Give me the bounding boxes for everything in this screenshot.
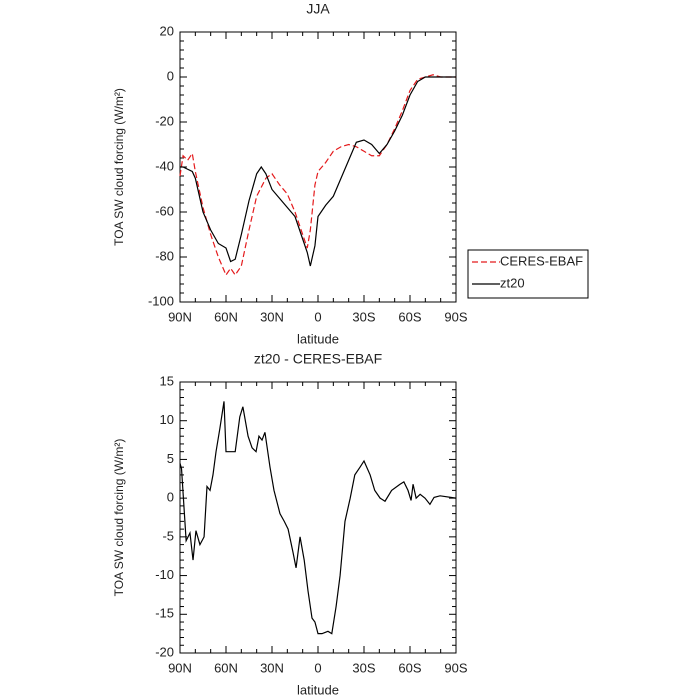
y-tick-label: -20 bbox=[155, 644, 174, 659]
series-line bbox=[179, 74, 456, 277]
x-tick-label: 90S bbox=[444, 660, 467, 675]
y-tick-label: -100 bbox=[148, 293, 174, 308]
legend-box bbox=[467, 249, 589, 299]
x-tick-label: 30N bbox=[260, 309, 284, 324]
legend-label: CERES-EBAF bbox=[500, 253, 583, 268]
plot-frame bbox=[179, 31, 457, 303]
y-tick-label: 10 bbox=[160, 412, 174, 427]
x-tick-label: 90N bbox=[168, 660, 192, 675]
x-tick-label: 60N bbox=[214, 309, 238, 324]
chart-title: zt20 - CERES-EBAF bbox=[254, 351, 382, 367]
y-axis-label: TOA SW cloud forcing (W/m²) bbox=[112, 88, 126, 246]
series-line bbox=[180, 76, 456, 267]
x-tick-label: 60N bbox=[214, 660, 238, 675]
x-tick-label: 90N bbox=[168, 309, 192, 324]
y-tick-label: -40 bbox=[155, 158, 174, 173]
y-tick-label: 0 bbox=[167, 68, 174, 83]
x-tick-label: 60S bbox=[398, 660, 421, 675]
x-axis-label: latitude bbox=[297, 331, 339, 346]
x-tick-label: 30S bbox=[352, 660, 375, 675]
y-tick-label: -5 bbox=[162, 528, 174, 543]
x-tick-label: 60S bbox=[398, 309, 421, 324]
y-tick-label: 0 bbox=[167, 490, 174, 505]
x-axis-label: latitude bbox=[297, 682, 339, 697]
y-tick-label: -20 bbox=[155, 113, 174, 128]
x-tick-label: 0 bbox=[314, 660, 321, 675]
y-tick-label: -15 bbox=[155, 606, 174, 621]
legend-label: zt20 bbox=[500, 275, 525, 290]
y-tick-label: -10 bbox=[155, 567, 174, 582]
x-tick-label: 30N bbox=[260, 660, 284, 675]
x-tick-label: 90S bbox=[444, 309, 467, 324]
y-tick-label: 5 bbox=[167, 451, 174, 466]
y-tick-label: -80 bbox=[155, 248, 174, 263]
y-tick-label: -60 bbox=[155, 203, 174, 218]
x-tick-label: 0 bbox=[314, 309, 321, 324]
chart-title: JJA bbox=[306, 1, 330, 17]
y-tick-label: 15 bbox=[160, 373, 174, 388]
plot-frame bbox=[179, 381, 457, 654]
x-tick-label: 30S bbox=[352, 309, 375, 324]
y-axis-label: TOA SW cloud forcing (W/m²) bbox=[112, 439, 126, 597]
series-line bbox=[179, 401, 457, 635]
y-tick-label: 20 bbox=[160, 23, 174, 38]
